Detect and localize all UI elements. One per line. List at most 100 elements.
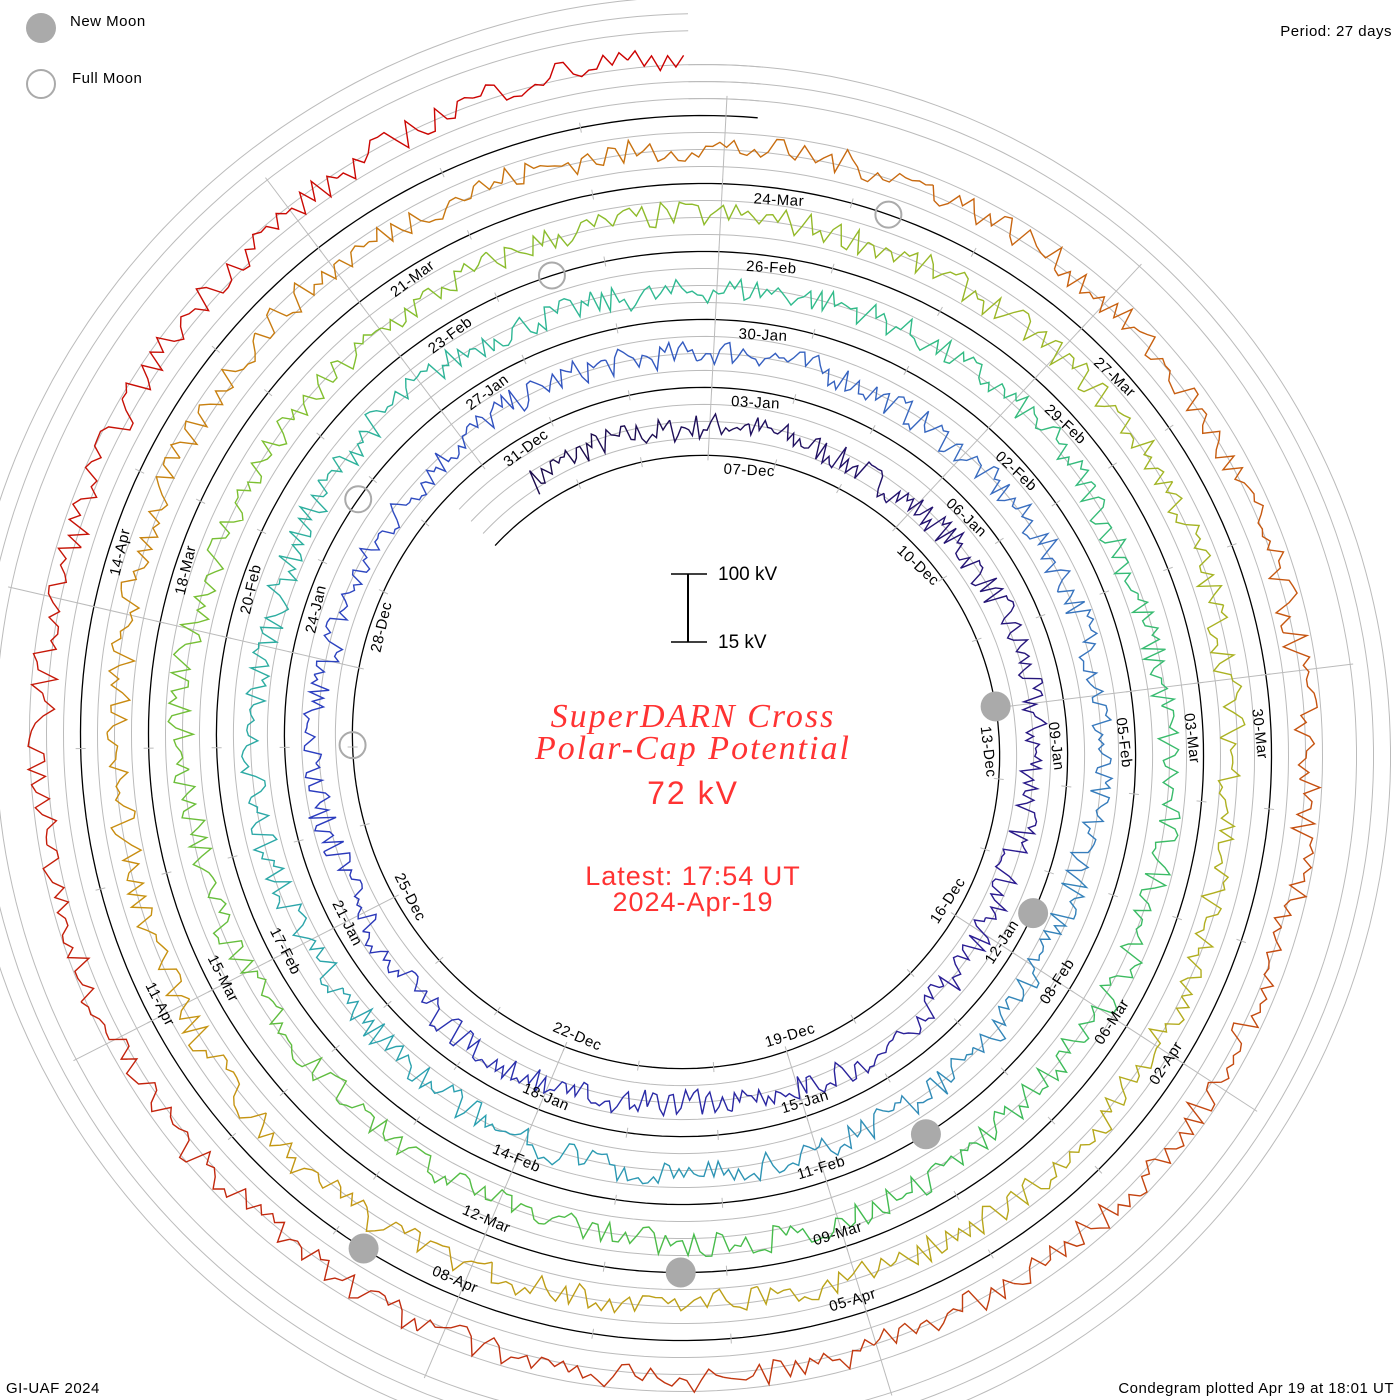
series-segment — [943, 443, 1017, 510]
day-tick — [1047, 1116, 1056, 1125]
series-segment — [696, 341, 789, 367]
day-tick — [844, 1241, 849, 1252]
series-segment — [304, 762, 345, 853]
series-segment — [809, 1046, 888, 1094]
series-segment — [416, 1319, 570, 1373]
day-tick — [1128, 792, 1139, 795]
day-tick — [614, 1194, 617, 1205]
series-segment — [1013, 1193, 1141, 1286]
day-tick — [227, 855, 238, 859]
day-tick — [1000, 1067, 1009, 1076]
day-tick — [1108, 892, 1118, 898]
series-segment — [66, 398, 134, 549]
day-tick — [869, 424, 876, 435]
series-segment — [1006, 1110, 1113, 1207]
series-segment — [431, 1172, 545, 1225]
series-segment — [323, 851, 377, 933]
series-segment — [173, 768, 217, 891]
series-segment — [1140, 1068, 1230, 1197]
series-segment — [1014, 395, 1097, 487]
series-segment — [756, 1257, 892, 1307]
scale-bar: 100 kV 15 kV — [671, 564, 777, 653]
date-label: 14-Feb — [490, 1141, 543, 1176]
series-segment — [501, 138, 644, 185]
day-tick — [970, 247, 977, 257]
series-segment — [642, 138, 790, 163]
date-label: 26-Feb — [746, 258, 797, 278]
series-segment — [126, 872, 190, 1000]
date-label: 06-Jan — [943, 495, 990, 541]
day-tick — [637, 1060, 640, 1071]
series-segment — [800, 1108, 894, 1157]
day-tick — [383, 1000, 392, 1009]
day-tick — [830, 263, 835, 274]
series-segment — [225, 175, 338, 288]
day-tick — [591, 1328, 595, 1339]
day-tick — [331, 1044, 340, 1053]
series-segment — [1213, 737, 1242, 869]
series-segment — [1164, 365, 1250, 489]
day-tick — [437, 406, 445, 416]
date-label: 08-Apr — [430, 1263, 481, 1297]
series-segment — [867, 241, 985, 303]
day-tick — [147, 1018, 157, 1024]
day-tick — [1193, 681, 1204, 685]
day-tick — [938, 473, 947, 482]
day-tick — [134, 468, 145, 474]
series-segment — [1079, 485, 1139, 595]
date-label: 18-Mar — [172, 544, 200, 597]
current-value: 72 kV — [647, 775, 739, 811]
series-segment — [1077, 935, 1144, 1043]
day-tick — [721, 178, 724, 189]
full-moon-marker — [537, 261, 566, 290]
series-segment — [943, 531, 1009, 604]
date-label: 09-Mar — [811, 1218, 864, 1249]
day-tick — [640, 457, 643, 468]
date-label: 07-Dec — [723, 461, 775, 481]
series-segment — [621, 1285, 758, 1313]
series-segment — [1057, 589, 1099, 685]
series-segment — [219, 416, 295, 523]
day-tick — [332, 1225, 340, 1235]
day-tick — [221, 635, 232, 639]
day-tick — [435, 956, 444, 965]
day-tick — [373, 1171, 380, 1180]
day-tick — [355, 297, 363, 307]
day-tick — [950, 912, 960, 919]
day-tick — [359, 823, 370, 827]
series-segment — [207, 890, 270, 999]
radial-spoke — [265, 177, 483, 466]
date-label: 15-Mar — [204, 952, 242, 1005]
series-segment — [368, 179, 503, 243]
center-title: SuperDARN Cross Polar-Cap Potential 72 k… — [534, 698, 849, 917]
series-segment — [1273, 778, 1322, 928]
day-tick — [1051, 500, 1061, 507]
day-tick — [478, 460, 486, 470]
series-segment — [302, 674, 330, 764]
series-segment — [336, 96, 474, 180]
day-tick — [1099, 590, 1110, 595]
series-segment — [723, 1338, 875, 1387]
date-label: 11-Feb — [795, 1153, 847, 1184]
series-segment — [30, 546, 82, 694]
series-segment — [472, 51, 629, 101]
series-segment — [178, 521, 231, 645]
series-segment — [1077, 382, 1173, 486]
day-tick — [1164, 424, 1174, 432]
day-tick — [849, 198, 854, 209]
day-tick — [314, 243, 322, 253]
series-segment — [349, 519, 401, 594]
date-label: 20-Feb — [237, 563, 265, 616]
series-segment — [493, 291, 591, 352]
day-tick — [207, 987, 218, 993]
series-segment — [1104, 995, 1191, 1113]
legend-new-moon-label: New Moon — [70, 12, 146, 30]
day-tick — [293, 839, 304, 843]
day-tick — [396, 352, 404, 361]
series-segment — [981, 296, 1090, 390]
day-tick — [773, 459, 778, 470]
scale-bar-top-label: 100 kV — [718, 564, 777, 585]
day-tick — [980, 847, 990, 852]
